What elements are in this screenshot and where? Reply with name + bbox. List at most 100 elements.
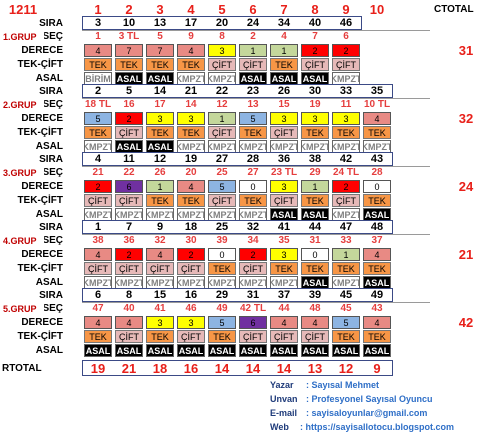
- group-total: 42: [458, 314, 474, 330]
- derece-cell: 3: [270, 180, 298, 193]
- sira-strip: [82, 84, 393, 98]
- derece-cell: 5: [332, 316, 360, 329]
- tekcift-cell: ÇİFT: [270, 330, 298, 343]
- derece-cell: 6: [239, 316, 267, 329]
- tekcift-cell: ÇİFT: [208, 58, 236, 71]
- email-value[interactable]: : sayisaloyunlar@gmail.com: [306, 407, 428, 418]
- sec-cell: 19: [309, 99, 321, 110]
- derece-cell: 4: [177, 44, 205, 57]
- rtotal-cell: 13: [307, 360, 323, 376]
- group-label: 4.GRUP: [3, 235, 37, 246]
- sec-cell: 41: [154, 303, 166, 314]
- tekcift-label: TEK-ÇİFT: [17, 58, 63, 70]
- email-label: E-mail: [270, 407, 298, 418]
- ctotal-label: CTOTAL: [434, 3, 474, 15]
- sira-label: SIRA: [39, 221, 63, 233]
- rtotal-cell: 14: [276, 360, 292, 376]
- sec-cell: 27: [247, 167, 259, 178]
- rtotal-cell: 19: [90, 360, 106, 376]
- asal-cell: ASAL: [115, 344, 143, 357]
- sira-cell: 14: [153, 85, 167, 97]
- rtotal-cell: 14: [245, 360, 261, 376]
- sec-cell: 11: [340, 99, 352, 110]
- derece-cell: 4: [84, 44, 112, 57]
- derece-cell: 4: [363, 248, 391, 261]
- sira-cell: 5: [125, 85, 133, 97]
- sira-cell: 25: [215, 221, 229, 233]
- sira-cell: 2: [94, 85, 102, 97]
- group-label: 1.GRUP: [3, 31, 37, 42]
- derece-cell: 1: [301, 180, 329, 193]
- sec-cell: 16: [123, 99, 135, 110]
- sira-cell: 12: [153, 153, 167, 165]
- tekcift-cell: TEK: [301, 262, 329, 275]
- sec-cell: 44: [278, 303, 290, 314]
- column-header: 8: [311, 2, 319, 16]
- sec-cell: 24 TL: [332, 167, 360, 178]
- asal-cell: KMPZT: [363, 140, 391, 153]
- unvan-label: Unvan: [270, 393, 298, 404]
- asal-cell: ASAL: [270, 344, 298, 357]
- sira-cell: 22: [215, 85, 229, 97]
- sira-cell: 45: [339, 289, 353, 301]
- sec-cell: 5: [157, 31, 163, 42]
- asal-cell: ASAL: [301, 344, 329, 357]
- column-header: 7: [280, 2, 288, 16]
- sira-cell: 29: [215, 289, 229, 301]
- derece-label: DERECE: [21, 44, 63, 56]
- sec-cell: 22: [123, 167, 135, 178]
- corner-id: 1211: [8, 2, 38, 16]
- sec-cell: 38: [92, 235, 104, 246]
- sira-cell: 20: [215, 17, 229, 29]
- sec-cell: 48: [309, 303, 321, 314]
- sira-strip: [82, 220, 393, 234]
- asal-cell: KMPZT: [146, 208, 174, 221]
- sira-cell: 26: [277, 85, 291, 97]
- derece-cell: 2: [301, 44, 329, 57]
- tekcift-cell: TEK: [115, 58, 143, 71]
- derece-cell: 3: [177, 316, 205, 329]
- sira-cell: 19: [184, 153, 198, 165]
- sec-cell: 17: [154, 99, 166, 110]
- sira-cell: 4: [94, 153, 102, 165]
- sec-cell: 23 TL: [270, 167, 298, 178]
- sira-cell: 3: [94, 17, 102, 29]
- derece-cell: 4: [146, 248, 174, 261]
- tekcift-cell: ÇİFT: [208, 194, 236, 207]
- sira-cell: 47: [339, 221, 353, 233]
- group-total: 24: [458, 178, 474, 194]
- sira-label: SIRA: [39, 17, 63, 29]
- derece-label: DERECE: [21, 112, 63, 124]
- tekcift-cell: ÇİFT: [115, 330, 143, 343]
- column-header: 5: [218, 2, 226, 16]
- web-value[interactable]: : https://sayisallotocu.blogspot.com: [300, 421, 455, 432]
- sec-cell: 39: [216, 235, 228, 246]
- sira-cell: 31: [246, 289, 260, 301]
- sira-cell: 28: [246, 153, 260, 165]
- group-total: 31: [458, 42, 474, 58]
- sec-cell: 2: [250, 31, 256, 42]
- derece-cell: 2: [84, 180, 112, 193]
- derece-cell: 1: [208, 112, 236, 125]
- sira-cell: 1: [94, 221, 102, 233]
- column-header: 9: [342, 2, 350, 16]
- tekcift-cell: TEK: [177, 194, 205, 207]
- unvan-value: : Profesyonel Sayısal Oyuncu: [306, 393, 433, 404]
- derece-cell: 1: [332, 248, 360, 261]
- derece-cell: 2: [332, 44, 360, 57]
- sec-label: SEÇ: [44, 31, 63, 42]
- sec-cell: 30: [185, 235, 197, 246]
- group-divider: [82, 302, 430, 303]
- sira-cell: 33: [339, 85, 353, 97]
- sira-cell: 16: [184, 289, 198, 301]
- sec-cell: 6: [343, 31, 349, 42]
- derece-cell: 3: [146, 316, 174, 329]
- tekcift-cell: ÇİFT: [115, 126, 143, 139]
- rtotal-cell: 18: [152, 360, 168, 376]
- tekcift-cell: TEK: [363, 330, 391, 343]
- derece-cell: 0: [239, 180, 267, 193]
- tekcift-cell: ÇİFT: [239, 262, 267, 275]
- sec-cell: 45: [340, 303, 352, 314]
- tekcift-cell: TEK: [146, 194, 174, 207]
- sira-cell: 10: [122, 17, 136, 29]
